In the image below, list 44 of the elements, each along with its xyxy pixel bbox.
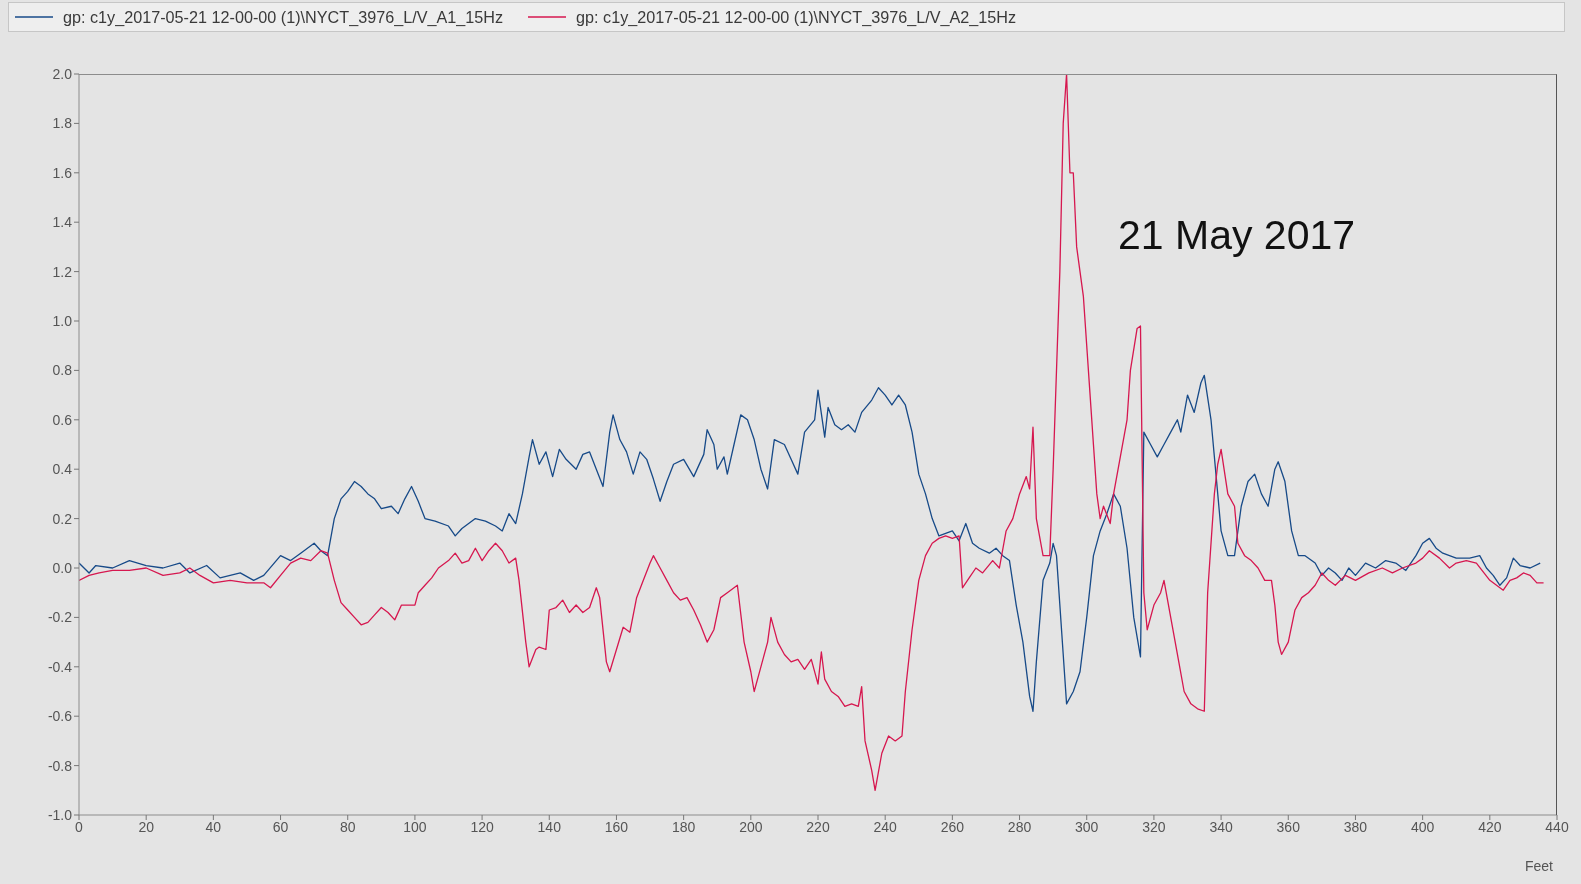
legend-label: gp: c1y_2017-05-21 12-00-00 (1)\NYCT_3976_L/V_A2_15Hz bbox=[576, 7, 1017, 27]
x-tick-label: 100 bbox=[403, 818, 427, 835]
line-series bbox=[79, 374, 1541, 712]
y-tick-label: 1.8 bbox=[52, 115, 73, 132]
x-tick-label: 240 bbox=[873, 818, 898, 835]
x-tick-label: 320 bbox=[1142, 818, 1166, 835]
y-tick-label: 1.4 bbox=[52, 214, 73, 231]
x-axis-title: Feet bbox=[1524, 858, 1554, 874]
x-tick-label: 20 bbox=[138, 818, 155, 835]
y-tick-label: -0.8 bbox=[47, 757, 73, 774]
y-tick-label: 0.6 bbox=[52, 411, 73, 428]
y-tick-label: 2.0 bbox=[52, 65, 73, 82]
y-tick-label: 0.8 bbox=[52, 362, 73, 379]
y-tick-label: -0.6 bbox=[47, 708, 73, 725]
x-tick-label: 40 bbox=[205, 818, 222, 835]
y-tick-label: 1.0 bbox=[52, 312, 73, 329]
x-tick-label: 420 bbox=[1478, 818, 1502, 835]
x-tick-label: 440 bbox=[1545, 818, 1569, 835]
x-tick-label: 160 bbox=[604, 818, 629, 835]
y-tick-label: 1.6 bbox=[52, 164, 73, 181]
y-tick-label: 1.2 bbox=[52, 263, 73, 280]
x-tick-label: 340 bbox=[1209, 818, 1233, 835]
x-tick-label: 180 bbox=[671, 818, 696, 835]
x-tick-label: 80 bbox=[339, 818, 356, 835]
x-tick-label: 0 bbox=[75, 818, 84, 835]
x-tick-label: 120 bbox=[470, 818, 494, 835]
x-tick-label: 300 bbox=[1075, 818, 1099, 835]
x-tick-label: 60 bbox=[272, 818, 289, 835]
x-tick-label: 380 bbox=[1343, 818, 1368, 835]
x-tick-label: 280 bbox=[1007, 818, 1032, 835]
y-tick-label: -0.2 bbox=[47, 609, 73, 626]
legend-label: gp: c1y_2017-05-21 12-00-00 (1)\NYCT_3976_L/V_A1_15Hz bbox=[63, 7, 504, 27]
x-tick-label: 360 bbox=[1276, 818, 1301, 835]
annotation: 21 May 2017 bbox=[1118, 212, 1356, 259]
x-tick-label: 220 bbox=[806, 818, 830, 835]
x-tick-label: 140 bbox=[537, 818, 562, 835]
x-tick-label: 200 bbox=[739, 818, 763, 835]
y-tick-label: -0.4 bbox=[47, 658, 73, 675]
x-tick-label: 260 bbox=[940, 818, 965, 835]
x-tick-label: 400 bbox=[1410, 818, 1435, 835]
y-tick-label: -1.0 bbox=[47, 806, 73, 823]
y-tick-label: 0.4 bbox=[52, 461, 73, 478]
y-tick-label: 0.0 bbox=[52, 559, 73, 576]
y-tick-label: 0.2 bbox=[52, 510, 73, 527]
